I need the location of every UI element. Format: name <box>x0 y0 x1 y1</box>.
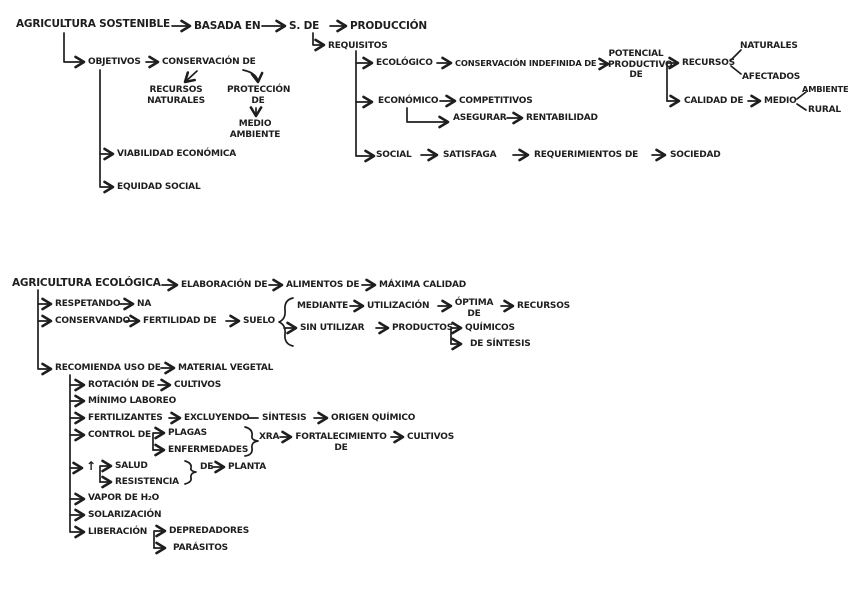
arrow-conservacion-recursos <box>183 70 198 84</box>
bracket-potencial-recursos <box>666 56 680 102</box>
node-competitivos: COMPETITIVOS <box>459 96 533 106</box>
node-viabilidad-economica: VIABILIDAD ECONÓMICA <box>117 149 237 159</box>
node-rotacion-de: ROTACIÓN DE <box>88 380 155 390</box>
elbow-sde-requisitos <box>312 32 326 52</box>
node-conservando: CONSERVANDO <box>55 316 131 326</box>
slant-medio-rural <box>796 103 807 111</box>
node-depredadores: DEPREDADORES <box>169 526 250 536</box>
brace-plagas-group <box>244 426 259 457</box>
node-medio: MEDIO <box>764 96 797 106</box>
node-requerimientos-de: REQUERIMIENTOS DE <box>534 150 639 160</box>
node-origen-quimico: ORIGEN QUÍMICO <box>331 413 416 423</box>
slant-recursos-naturales <box>730 49 742 61</box>
node-de: DE <box>200 462 214 472</box>
node-planta: PLANTA <box>228 462 267 472</box>
node-sociedad: SOCIEDAD <box>670 150 721 160</box>
node-agricultura-sostenible: AGRICULTURA SOSTENIBLE <box>16 18 171 30</box>
node-de-sintesis: DE SÍNTESIS <box>470 339 531 349</box>
elbow-title-recomienda <box>37 289 53 376</box>
node-asegurar: ASEGURAR <box>453 113 507 123</box>
slant-recursos-afectados <box>730 65 742 75</box>
map2-connectors <box>37 278 515 555</box>
node-solarizacion: SOLARIZACIÓN <box>88 510 162 520</box>
node-na: NA <box>137 299 152 309</box>
node-rural: RURAL <box>808 105 841 115</box>
node-s-de: S. DE <box>289 20 320 32</box>
node-rentabilidad: RENTABILIDAD <box>526 113 598 123</box>
node-social: SOCIAL <box>376 150 412 160</box>
brace-salud-group <box>184 460 197 485</box>
node-maxima-calidad: MÁXIMA CALIDAD <box>379 280 467 290</box>
node-minimo-laboreo: MÍNIMO LABOREO <box>88 396 177 406</box>
node-objetivos: OBJETIVOS <box>88 57 141 67</box>
node-xra: XRA <box>259 432 280 442</box>
node-cultivos: CULTIVOS <box>174 380 221 390</box>
node-economico: ECONÓMICO <box>378 96 439 106</box>
node-basada-en: BASADA EN <box>194 20 261 32</box>
elbow-sublist-liberacion <box>69 374 86 539</box>
node-produccion: PRODUCCIÓN <box>350 20 427 32</box>
elbow-title-objetivos <box>63 32 86 69</box>
node-sin-utilizar: SIN UTILIZAR <box>300 323 365 333</box>
elbow-requisitos-social <box>355 50 376 163</box>
node-liberacion: LIBERACIÓN <box>88 527 148 537</box>
node-recomienda-uso-de: RECOMIENDA USO DE <box>55 363 161 373</box>
bracket-productos-quimicos <box>450 321 463 345</box>
node-enfermedades: ENFERMEDADES <box>168 445 249 455</box>
node-mediante: MEDIANTE <box>297 301 349 311</box>
brace-suelo-group <box>278 297 294 347</box>
node-control-de: CONTROL DE <box>88 430 151 440</box>
node-potencial-productivo-de: POTENCIAL PRODUCTIVO DE <box>608 49 673 81</box>
node-excluyendo: EXCLUYENDO <box>184 413 250 423</box>
node-suelo: SUELO <box>243 316 276 326</box>
slant-medio-ambiente <box>796 91 807 100</box>
node-recursos-naturales: RECURSOS NATURALES <box>147 85 205 106</box>
node-elaboracion-de: ELABORACIÓN DE <box>181 280 268 290</box>
node-cultivos-2: CULTIVOS <box>407 432 454 442</box>
node-alimentos-de: ALIMENTOS DE <box>286 280 360 290</box>
node-conservacion-de: CONSERVACIÓN DE <box>162 57 256 67</box>
bracket-liberacion-depredadores <box>153 524 167 549</box>
increase-arrow-icon: ↑ <box>86 459 96 473</box>
node-recursos: RECURSOS <box>682 58 735 68</box>
node-sintesis: SÍNTESIS <box>262 413 307 423</box>
node-material-vegetal: MATERIAL VEGETAL <box>178 363 274 373</box>
node-fertilidad-de: FERTILIDAD DE <box>143 316 217 326</box>
map1-connectors <box>63 19 807 194</box>
node-conservacion-indefinida-de: CONSERVACIÓN INDEFINIDA DE <box>455 58 597 68</box>
node-parasitos: PARÁSITOS <box>173 543 228 553</box>
node-equidad-social: EQUIDAD SOCIAL <box>117 182 201 192</box>
bracket-incremento-salud <box>99 459 113 483</box>
node-fortalecimiento-de: FORTALECIMIENTO DE <box>295 432 387 453</box>
node-respetando: RESPETANDO <box>55 299 121 309</box>
arrow-conservacion-proteccion <box>242 69 264 84</box>
node-utilizacion: UTILIZACIÓN <box>367 301 430 311</box>
node-proteccion-de: PROTECCIÓN DE <box>227 85 291 106</box>
elbow-objetivos-equidad <box>99 69 115 194</box>
node-ambiente: AMBIENTE <box>802 84 848 94</box>
node-satisfaga: SATISFAGA <box>443 150 497 160</box>
node-medio-ambiente: MEDIO AMBIENTE <box>229 119 281 140</box>
node-resistencia: RESISTENCIA <box>115 477 179 487</box>
node-ecologico: ECOLÓGICO <box>376 58 433 68</box>
node-salud: SALUD <box>115 461 148 471</box>
node-calidad-de: CALIDAD DE <box>684 96 744 106</box>
node-plagas: PLAGAS <box>168 428 207 438</box>
node-requisitos: REQUISITOS <box>328 41 388 51</box>
node-afectados: AFECTADOS <box>742 72 801 82</box>
node-productos: PRODUCTOS <box>392 323 454 333</box>
node-agricultura-ecologica: AGRICULTURA ECOLÓGICA <box>12 277 161 289</box>
node-fertilizantes: FERTILIZANTES <box>88 413 163 423</box>
bracket-control-plagas <box>152 426 166 451</box>
node-vapor-h2o: VAPOR DE H₂O <box>88 493 160 503</box>
elbow-economico-asegurar <box>406 107 450 129</box>
node-quimicos: QUÍMICOS <box>465 323 515 333</box>
node-recursos-2: RECURSOS <box>517 301 570 311</box>
node-naturales: NATURALES <box>740 41 798 51</box>
node-optima-de: ÓPTIMA DE <box>454 298 494 319</box>
